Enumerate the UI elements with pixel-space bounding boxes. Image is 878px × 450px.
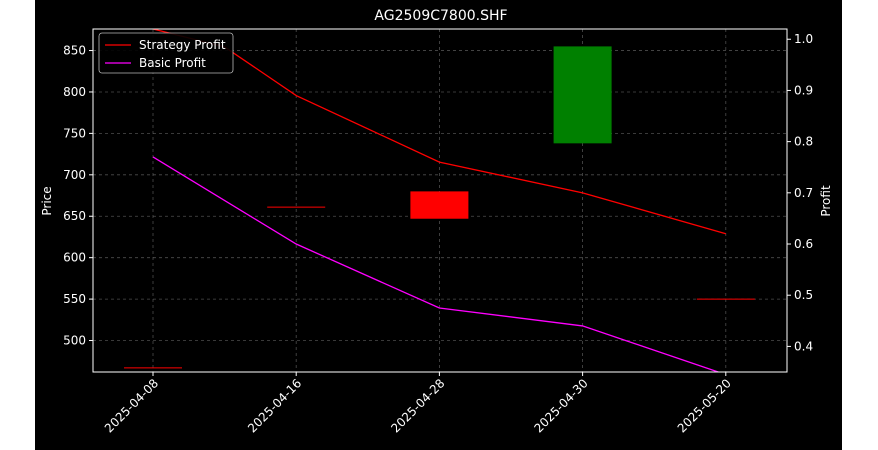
x-tick-label: 2025-04-08 <box>102 376 161 435</box>
x-tick-label: 2025-04-30 <box>532 376 591 435</box>
grid-lines <box>93 29 787 372</box>
legend-label: Strategy Profit <box>139 38 226 52</box>
series-line-1 <box>152 156 721 372</box>
legend: Strategy Profit Basic Profit <box>98 32 234 74</box>
y-tick-label: 750 <box>63 126 86 140</box>
plot-frame <box>92 28 788 373</box>
y-tick-label: 700 <box>63 168 86 182</box>
chart-title: AG2509C7800.SHF <box>374 8 507 24</box>
legend-label: Basic Profit <box>139 56 206 70</box>
y2-tick-label: 0.7 <box>794 186 813 200</box>
y-tick-label: 850 <box>63 44 86 58</box>
y-tick-label: 600 <box>63 251 86 265</box>
x-tick-label: 2025-05-20 <box>675 376 734 435</box>
candles <box>124 46 755 369</box>
candle-2025-04-30 <box>553 46 612 144</box>
y2-tick-label: 0.5 <box>794 288 813 302</box>
y-tick-label: 500 <box>63 334 86 348</box>
y-axis-label: Price <box>40 186 54 215</box>
y2-tick-label: 1.0 <box>794 32 813 46</box>
y2-tick-label: 0.8 <box>794 135 813 149</box>
chart-figure: AG2509C7800.SHF 500 550 600 650 700 750 800 850… <box>35 0 842 450</box>
legend-box <box>98 32 234 74</box>
x-tick-label: 2025-04-28 <box>388 376 447 435</box>
axes: 500 550 600 650 700 750 800 850 0.4 0.5 0.6 0.7 0.8 0… <box>63 28 813 435</box>
y2-tick-label: 0.9 <box>794 83 813 97</box>
x-tick-label: 2025-04-16 <box>245 376 304 435</box>
candle-2025-04-28 <box>410 191 469 219</box>
y2-tick-label: 0.4 <box>794 339 813 353</box>
y-tick-label: 800 <box>63 85 86 99</box>
y-tick-label: 650 <box>63 209 86 223</box>
y-tick-label: 550 <box>63 292 86 306</box>
chart-svg: AG2509C7800.SHF 500 550 600 650 700 750 800 850… <box>40 8 833 435</box>
y2-axis-label: Profit <box>819 185 833 217</box>
y2-tick-label: 0.6 <box>794 237 813 251</box>
